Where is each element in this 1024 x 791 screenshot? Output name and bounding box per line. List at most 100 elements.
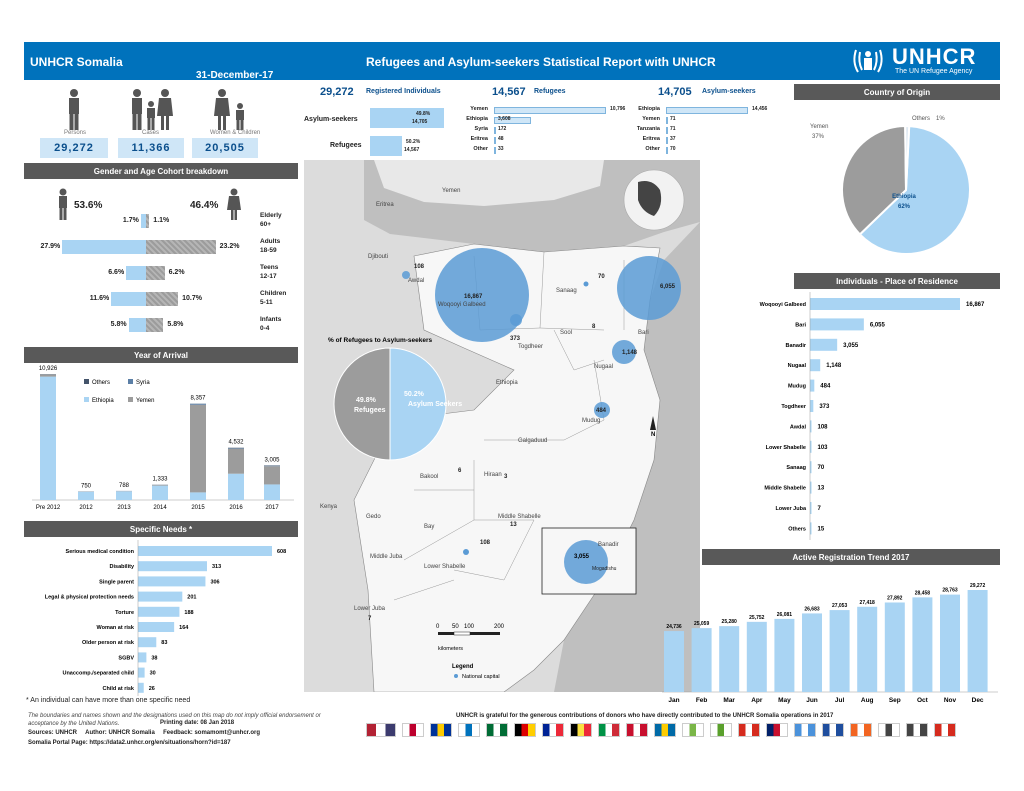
residence-value: 6,055	[870, 322, 886, 328]
age-label: Elderly	[260, 212, 282, 219]
person-icon	[69, 89, 79, 130]
label-bari: Bari	[638, 330, 649, 336]
bar-ethiopia	[152, 485, 168, 500]
trend-month: Aug	[861, 697, 874, 704]
unhcr-logo-icon	[853, 49, 883, 73]
legend-swatch	[128, 397, 133, 402]
value-togdheer: 373	[510, 336, 521, 342]
donor-flag-icon	[710, 723, 732, 737]
trend-value: 25,059	[694, 621, 710, 627]
residence-label: Mudug	[788, 384, 806, 390]
trend-bar	[691, 628, 712, 692]
male-bar	[128, 318, 146, 332]
need-value: 201	[187, 595, 196, 601]
north-arrow-icon	[650, 416, 656, 430]
value-bakool: 6	[458, 468, 462, 474]
pie-ethiopia-pct: 62%	[898, 204, 911, 210]
male-bar	[126, 266, 146, 280]
need-label: Older person at risk	[82, 640, 135, 646]
origin-country: Eritrea	[642, 136, 660, 142]
country-origin-pie: Ethiopia 62% Yemen 37% Others 1%	[810, 116, 971, 255]
pie-yemen-label: Yemen	[810, 124, 828, 130]
origin-value: 3,608	[498, 116, 511, 122]
origin-value: 48	[498, 136, 504, 142]
value-lower-juba: 7	[368, 616, 372, 622]
need-bar	[138, 622, 175, 632]
female-value: 6.2%	[168, 269, 185, 276]
pie-asylum-label-1: Asylum Seekers	[408, 401, 462, 408]
refugees-label: Refugees	[534, 88, 566, 95]
need-value: 83	[161, 640, 167, 646]
globe-africa	[638, 181, 662, 216]
female-value: 23.2%	[219, 243, 240, 250]
trend-month: Dec	[972, 697, 984, 704]
asylum-row-value: 14,705	[412, 119, 428, 125]
need-value: 164	[179, 625, 189, 631]
registered-label: Registered Individuals	[366, 88, 441, 95]
bubble-sanaag	[583, 281, 589, 287]
north-arrow-label: N	[651, 432, 655, 438]
residence-value: 7	[818, 506, 822, 512]
value-mudug: 484	[596, 408, 607, 414]
svg-text:0: 0	[436, 624, 440, 630]
pie-title: % of Refugees to Asylum-seekers	[328, 337, 433, 344]
trend-bar	[967, 590, 988, 692]
label-bay: Bay	[424, 524, 434, 530]
trend-month: Oct	[917, 697, 929, 704]
bubble-middle-shabelle	[463, 549, 469, 555]
trend-bar	[802, 613, 822, 692]
residence-bar	[810, 461, 812, 474]
origin-value: 172	[498, 126, 507, 132]
residence-bar	[810, 522, 812, 535]
trend-value: 27,892	[887, 595, 903, 601]
map-scale: 0 50 100 200 kilometers	[436, 624, 505, 652]
label-nugaal: Nugaal	[594, 364, 613, 370]
origin-bar	[494, 117, 532, 124]
origin-country: Yemen	[470, 106, 488, 112]
report-date: 31-December-17	[196, 70, 274, 81]
yemen-land	[374, 160, 604, 206]
persons-label: Persons	[64, 130, 87, 136]
need-label: Woman at risk	[97, 625, 135, 631]
trend-bar	[940, 594, 960, 692]
donor-flag-icon	[738, 723, 760, 737]
logo-sub: The UN Refugee Agency	[895, 68, 973, 75]
residence-bar	[810, 481, 812, 494]
bar-ethiopia	[40, 376, 56, 500]
persons-block: Persons Cases Women & Children	[24, 84, 298, 162]
male-value: 27.9%	[40, 243, 61, 250]
trend-month: May	[778, 697, 791, 704]
trend-value: 28,458	[915, 590, 931, 596]
asylum-label: Asylum-seekers	[702, 88, 756, 95]
female-bar	[146, 214, 150, 228]
legend-swatch	[84, 397, 89, 402]
female-bar	[146, 318, 164, 332]
trend-month: Jun	[806, 697, 818, 704]
origin-bar	[666, 127, 668, 134]
trend-bar	[719, 626, 740, 692]
origin-value: 10,796	[610, 106, 626, 112]
svg-text:200: 200	[494, 624, 505, 630]
label-middle-shabelle: Middle Shabelle	[498, 514, 541, 520]
need-bar	[138, 637, 157, 648]
bar-ethiopia	[78, 491, 94, 500]
male-bar	[111, 292, 146, 306]
need-bar	[138, 682, 144, 693]
unhcr-logo: UNHCR The UN Refugee Agency	[848, 44, 996, 78]
female-value: 1.1%	[153, 217, 170, 224]
residence-value: 3,055	[843, 343, 859, 349]
value-middle-shabelle-dot: 108	[480, 540, 491, 546]
trend-month: Nov	[944, 697, 957, 704]
donor-logos	[366, 722, 1000, 738]
residence-label: Nugaal	[788, 363, 807, 369]
bar-yemen	[152, 484, 168, 486]
age-sub: 0-4	[260, 325, 270, 332]
year-arrival-chart: 10,926 Pre 2012 750 2012 788 2013 1,333 2014 8,3…	[32, 366, 294, 511]
origin-bar	[666, 117, 668, 124]
origin-country: Eritrea	[470, 136, 488, 142]
donor-flag-icon	[794, 723, 816, 737]
footer-portal[interactable]: Somalia Portal Page: https://data2.unhcr…	[28, 740, 231, 746]
pie-refugees-pct: 49.8%	[356, 397, 377, 404]
bar-yemen	[190, 404, 206, 493]
legend-label: Yemen	[136, 398, 154, 404]
